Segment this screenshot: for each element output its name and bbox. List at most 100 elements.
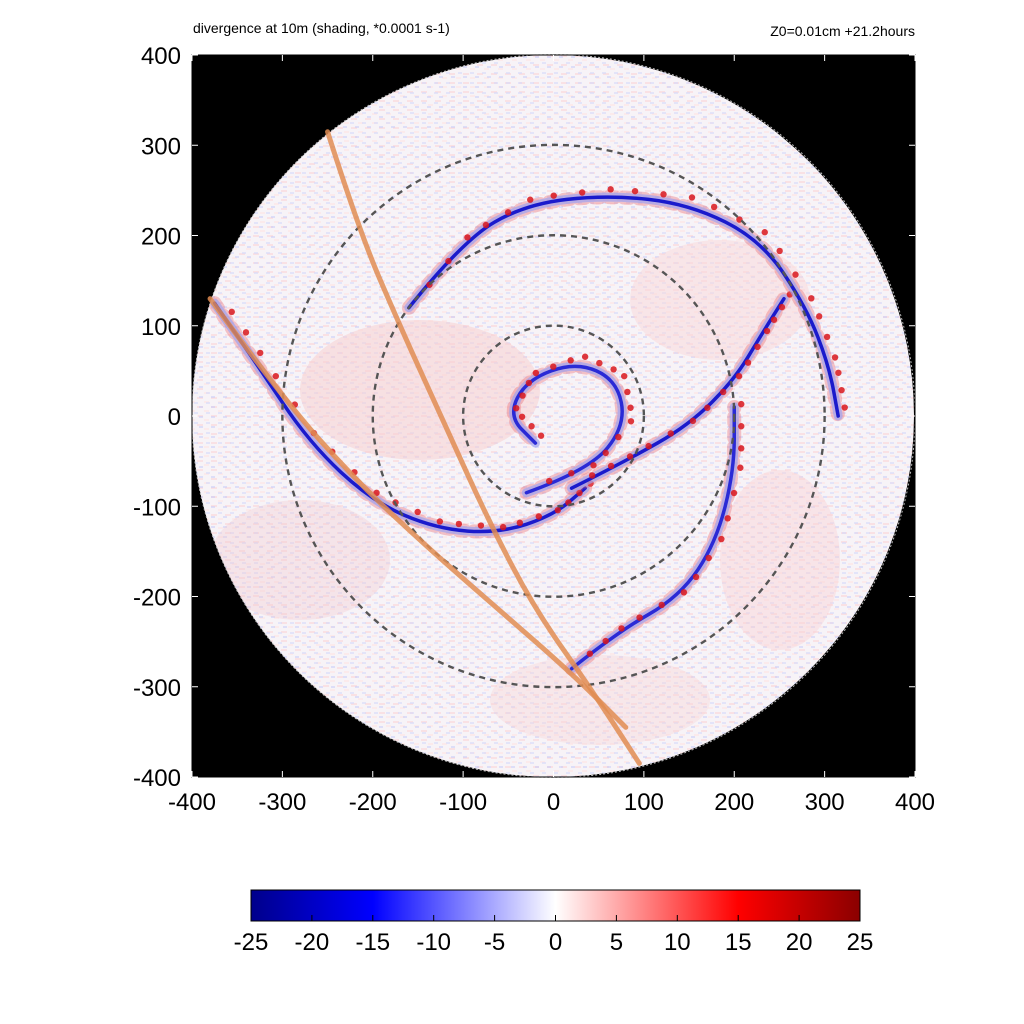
divergence-cell (590, 462, 597, 469)
divergence-cell (527, 196, 534, 203)
divergence-cell (586, 650, 594, 657)
divergence-cell (627, 404, 634, 411)
colorbar-tick-label: 15 (725, 929, 752, 956)
divergence-cell (567, 357, 574, 364)
divergence-cell (738, 445, 745, 452)
divergence-cell (792, 271, 799, 278)
divergence-cell (607, 462, 615, 470)
y-tick-label: -400 (133, 765, 181, 792)
x-tick-label: -300 (258, 789, 306, 816)
divergence-cell (499, 523, 507, 531)
storm-track-2 (207, 296, 629, 730)
divergence-cell (730, 489, 738, 497)
convergence-band-outer (212, 301, 587, 534)
colorbar-tick-label: 20 (786, 929, 813, 956)
divergence-cell (550, 363, 557, 370)
divergence-cell (537, 432, 545, 439)
y-tick-label: 200 (141, 224, 181, 251)
divergence-cell (516, 519, 524, 527)
x-tick-label: 200 (714, 789, 754, 816)
divergence-cell (554, 506, 561, 514)
divergence-cell (763, 327, 771, 335)
divergence-cell (513, 404, 520, 412)
divergence-cell (596, 359, 603, 367)
divergence-cell (719, 388, 727, 396)
divergence-cell (736, 216, 743, 223)
colorbar-tick-label: 25 (847, 929, 874, 956)
divergence-cell (455, 520, 463, 528)
divergence-cell (761, 229, 768, 236)
divergence-cell (724, 515, 731, 522)
divergence-cell (610, 366, 617, 373)
divergence-cell (835, 369, 842, 376)
divergence-cell (621, 372, 628, 380)
divergence-cell (518, 413, 526, 420)
spiral-band-north (407, 195, 840, 418)
y-tick-label: 0 (168, 404, 181, 431)
divergence-cell (658, 601, 665, 609)
x-tick-label: -400 (168, 789, 216, 816)
divergence-cell (705, 554, 712, 562)
divergence-cell (519, 392, 526, 399)
divergence-cell (841, 404, 848, 411)
divergence-cell (618, 625, 625, 632)
storm-tracks (207, 129, 642, 766)
y-tick-label: 100 (141, 314, 181, 341)
divergence-cell (228, 308, 235, 316)
divergence-cell (808, 295, 815, 302)
colorbar-tick-label: 10 (664, 929, 691, 956)
divergence-cell (257, 349, 264, 357)
divergence-cell (626, 453, 634, 460)
divergence-cell (588, 472, 596, 479)
divergence-cell (838, 386, 845, 394)
divergence-cell (546, 477, 553, 485)
divergence-cell (607, 186, 614, 193)
divergence-cell (414, 508, 421, 516)
x-axis: -400 -300 -200 -100 0 100 200 300 400 (168, 55, 935, 816)
divergence-cell (525, 379, 533, 387)
colorbar-tick-label: 5 (610, 929, 623, 956)
divergence-cell (581, 353, 589, 360)
x-tick-label: 100 (624, 789, 664, 816)
divergence-cell (710, 203, 718, 211)
chart-subtitle: Z0=0.01cm +21.2hours (770, 23, 915, 39)
divergence-cell (776, 247, 783, 255)
divergence-cell (831, 354, 839, 361)
divergence-cell (735, 372, 743, 380)
colorbar-tick-label: -20 (295, 929, 330, 956)
range-ring (461, 324, 646, 508)
y-axis: 400 300 200 100 0 -100 -200 -300 -400 (133, 43, 915, 792)
x-tick-label: -100 (439, 789, 487, 816)
divergence-cell (815, 313, 823, 320)
divergence-cell (576, 489, 583, 497)
divergence-cell (738, 400, 745, 408)
south-rainband (569, 405, 736, 671)
x-tick-label: 400 (895, 789, 935, 816)
x-tick-label: 300 (805, 789, 845, 816)
divergence-cell (602, 637, 609, 645)
y-tick-label: 300 (141, 133, 181, 160)
divergence-cell (688, 194, 696, 201)
model-domain (192, 55, 914, 777)
storm-track-1 (325, 129, 642, 766)
divergence-cell (704, 404, 711, 411)
divergence-cell (624, 388, 631, 396)
y-tick-label: 400 (141, 43, 181, 70)
divergence-cell (568, 469, 575, 477)
divergence-cell (464, 234, 471, 241)
colorbar-tick-label: -10 (416, 929, 451, 956)
divergence-cell (631, 187, 639, 195)
divergence-cell (737, 464, 744, 471)
y-tick-label: -200 (133, 585, 181, 612)
divergence-cell (692, 573, 700, 581)
colorbar-tick-label: 0 (549, 929, 562, 956)
y-tick-label: -300 (133, 675, 181, 702)
divergence-cell (660, 191, 667, 198)
divergence-cell (445, 257, 452, 265)
divergence-cell (754, 343, 761, 351)
y-tick-label: -100 (133, 494, 181, 521)
divergence-cell (602, 449, 609, 457)
chart-title: divergence at 10m (shading, *0.0001 s-1) (193, 20, 450, 36)
feature-layer (207, 186, 848, 676)
